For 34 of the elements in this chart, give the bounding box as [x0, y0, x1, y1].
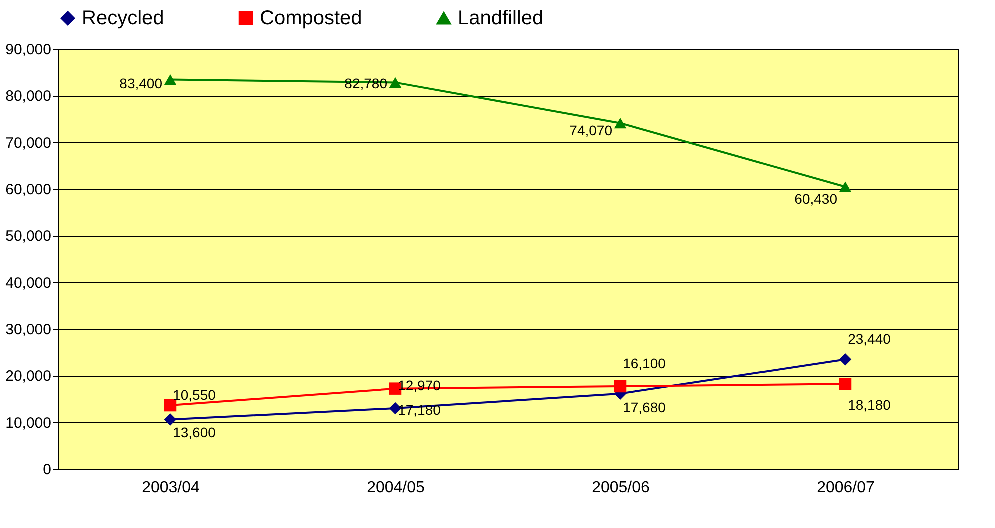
- y-tick-label: 70,000: [6, 134, 52, 152]
- data-label: 10,550: [173, 386, 216, 403]
- point: [614, 118, 627, 129]
- data-label: 18,180: [848, 397, 892, 414]
- legend-label: Landfilled: [458, 8, 544, 30]
- x-tick-label: 2006/07: [817, 480, 876, 496]
- point: [164, 414, 177, 426]
- data-label: 13,600: [173, 424, 216, 440]
- data-label: 83,400: [120, 76, 163, 92]
- y-tick-label: 50,000: [6, 228, 52, 246]
- x-tick-label: 2005/06: [592, 480, 650, 496]
- data-label: 74,070: [570, 122, 613, 138]
- point: [164, 74, 177, 86]
- y-tick-label: 0: [43, 462, 52, 478]
- point: [839, 182, 852, 192]
- y-tick-label: 10,000: [6, 414, 52, 432]
- x-tick-label: 2003/04: [142, 480, 200, 496]
- point: [389, 77, 402, 88]
- data-label: 16,100: [623, 356, 666, 372]
- point: [614, 380, 627, 393]
- point: [839, 378, 852, 390]
- legend-label: Composted: [260, 7, 362, 30]
- y-tick-label: 90,000: [6, 42, 52, 58]
- legend-label: Recycled: [82, 7, 164, 30]
- y-tick-label: 60,000: [6, 182, 52, 198]
- data-label: 60,430: [794, 191, 838, 207]
- x-tick-label: 2004/05: [367, 480, 426, 496]
- y-tick-label: 40,000: [6, 274, 52, 292]
- data-label: 23,440: [848, 331, 892, 347]
- y-tick-label: 30,000: [6, 322, 52, 338]
- y-tick-label: 20,000: [6, 368, 52, 386]
- y-tick-label: 80,000: [6, 88, 52, 106]
- data-label: 17,680: [623, 399, 666, 416]
- point: [839, 353, 852, 366]
